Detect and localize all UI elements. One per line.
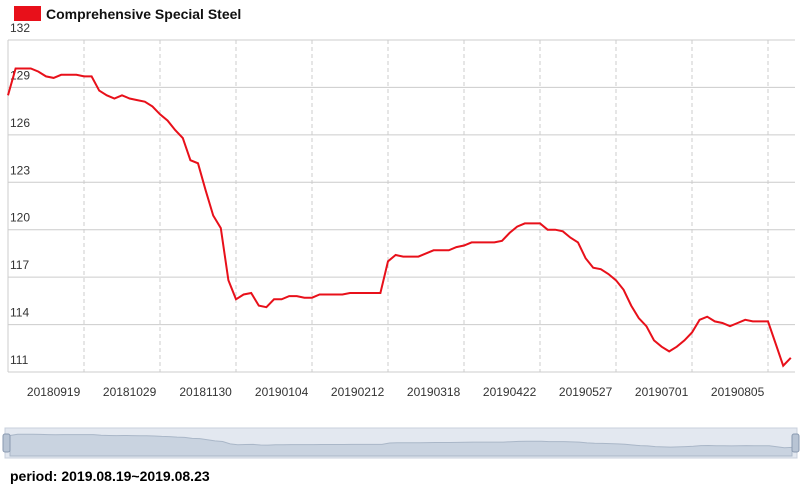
y-tick-label: 114	[10, 306, 29, 320]
legend-label[interactable]: Comprehensive Special Steel	[46, 6, 241, 22]
x-tick-label: 20190701	[635, 385, 689, 399]
x-tick-label: 20190422	[483, 385, 537, 399]
y-tick-label: 111	[10, 353, 29, 367]
y-tick-label: 132	[10, 21, 30, 35]
zoom-preview	[9, 433, 793, 457]
period-text: period: 2019.08.19~2019.08.23	[10, 468, 210, 484]
series-line	[7, 67, 792, 368]
x-tick-label: 20190805	[711, 385, 765, 399]
x-tick-label: 20180919	[27, 385, 81, 399]
y-tick-label: 117	[10, 258, 29, 272]
zoom-handle-left[interactable]	[2, 433, 11, 453]
y-tick-label: 120	[10, 211, 30, 225]
y-tick-label: 126	[10, 116, 30, 130]
legend-swatch[interactable]	[14, 6, 41, 21]
zoom-handle-right[interactable]	[791, 433, 800, 453]
x-tick-label: 20190104	[255, 385, 309, 399]
y-tick-label: 123	[10, 163, 30, 177]
x-tick-label: 20190212	[331, 385, 385, 399]
x-tick-label: 20181029	[103, 385, 157, 399]
x-tick-label: 20190318	[407, 385, 461, 399]
x-tick-label: 20181130	[179, 385, 232, 399]
x-tick-label: 20190527	[559, 385, 613, 399]
